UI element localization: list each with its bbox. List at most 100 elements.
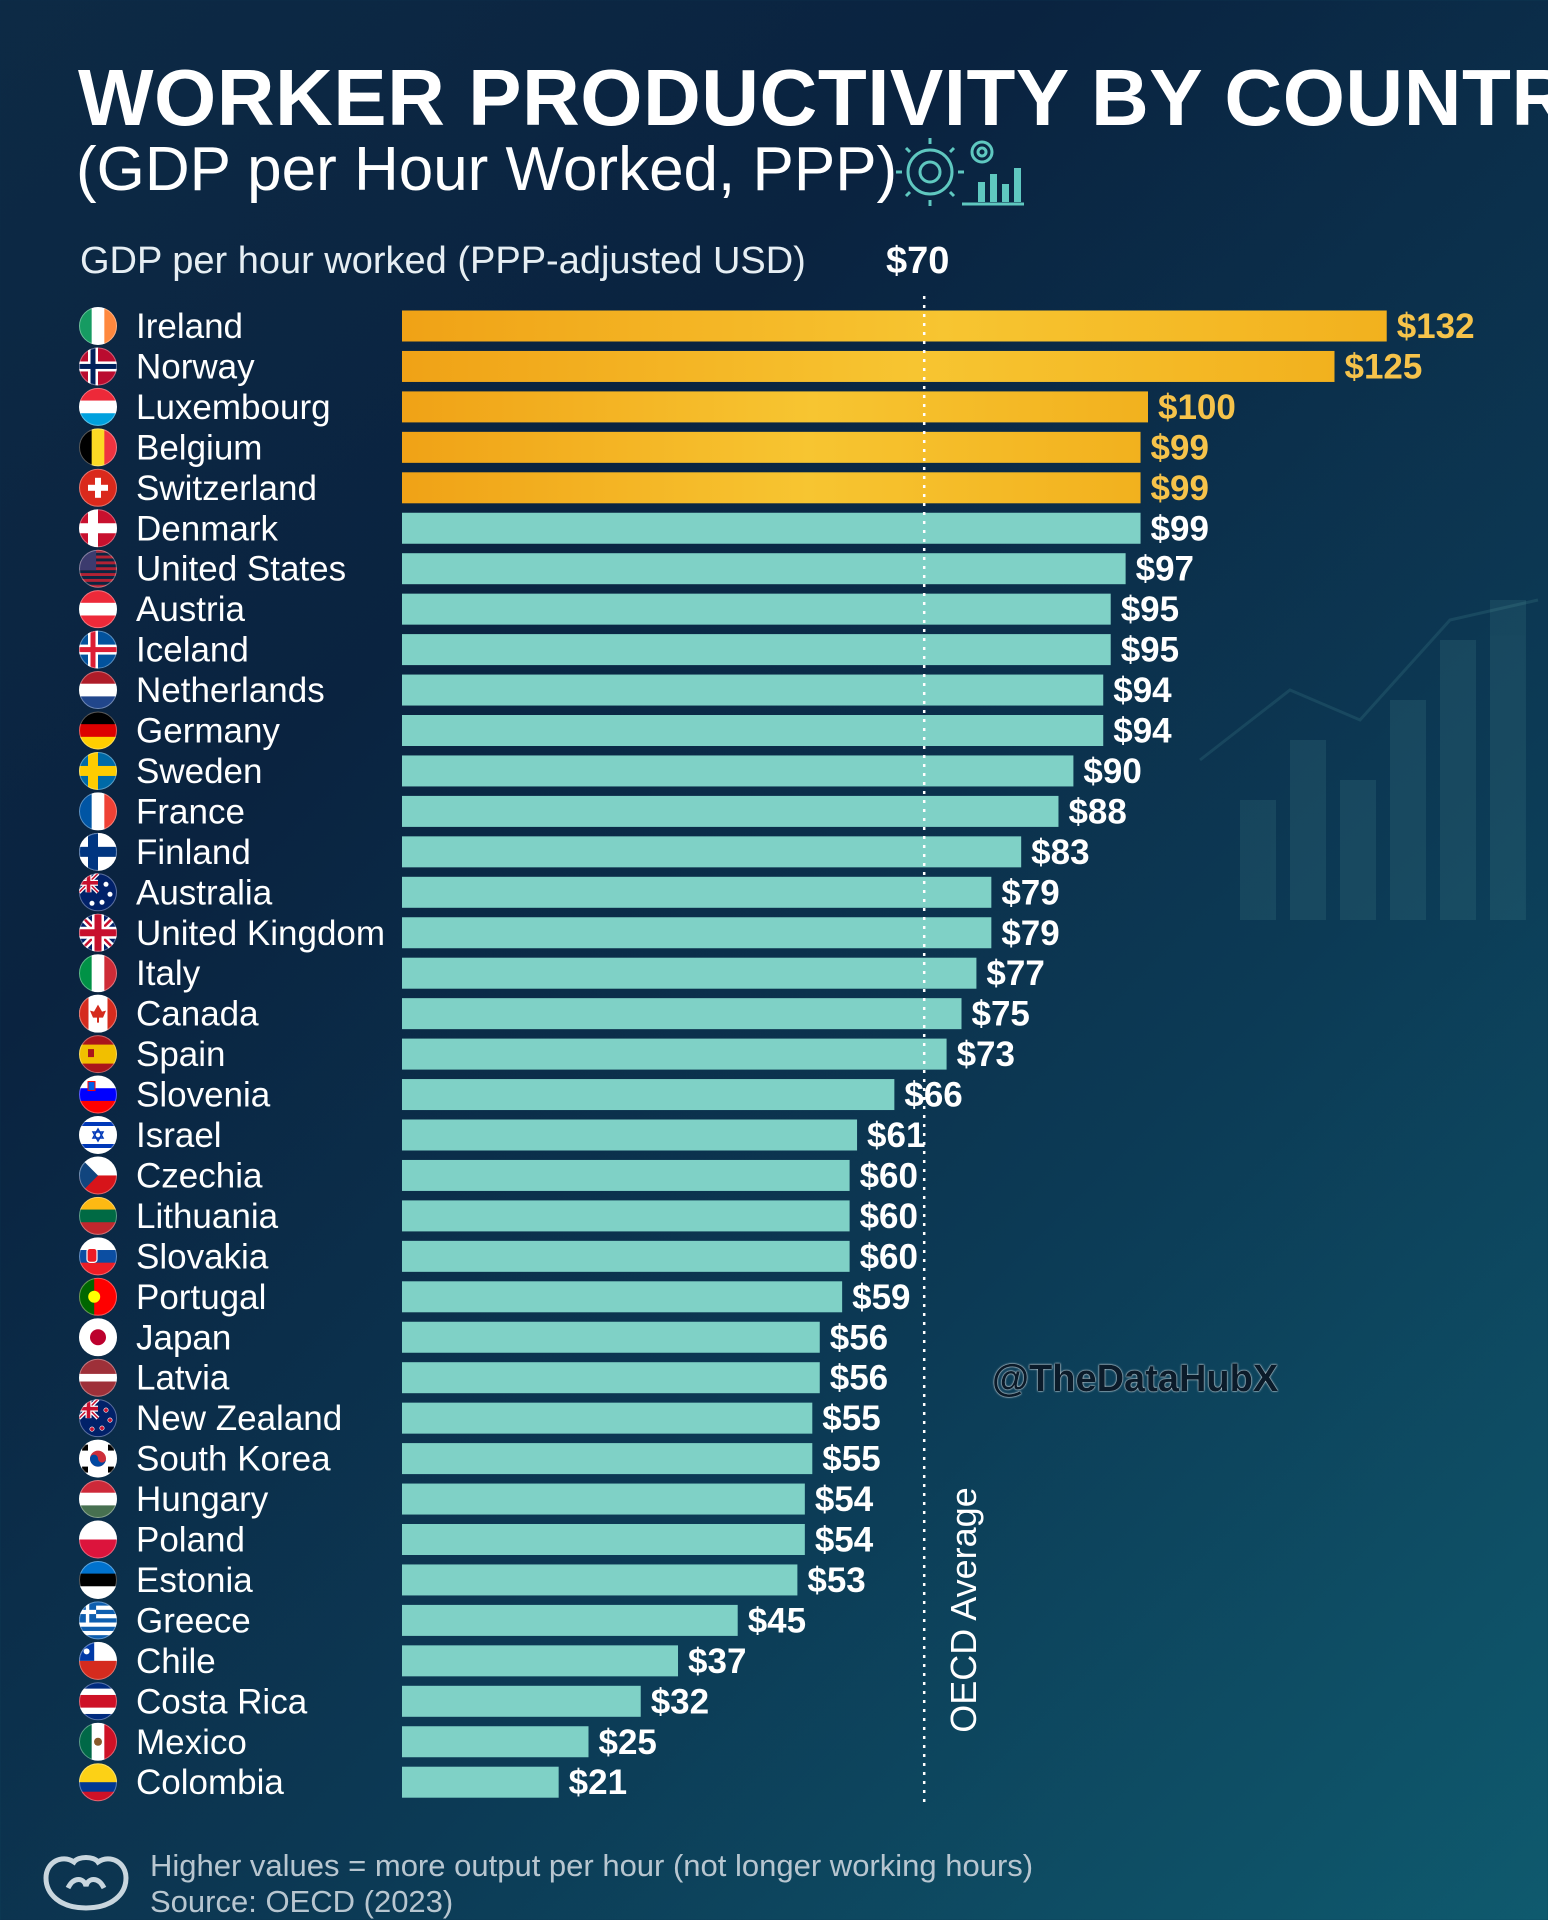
bar-south-korea [402, 1443, 813, 1475]
country-label-ireland: Ireland [136, 307, 243, 346]
bar-canada [402, 998, 962, 1030]
flag-au-icon [79, 873, 117, 912]
flag-gb-icon [79, 913, 117, 952]
bar-new-zealand [402, 1402, 813, 1434]
bar-slovenia [402, 1079, 895, 1111]
country-label-canada: Canada [136, 995, 259, 1034]
bar-colombia [402, 1766, 559, 1798]
country-label-slovakia: Slovakia [136, 1237, 269, 1276]
value-label-denmark: $99 [1151, 509, 1209, 548]
value-label-czechia: $60 [860, 1156, 918, 1195]
flag-ch-icon [79, 468, 117, 507]
country-label-greece: Greece [136, 1601, 251, 1640]
country-label-australia: Australia [136, 873, 273, 912]
flag-fi-icon [79, 832, 117, 871]
flag-hu-icon [79, 1480, 117, 1519]
x-axis-label: GDP per hour worked (PPP-adjusted USD) [80, 240, 806, 282]
value-label-japan: $56 [830, 1318, 888, 1357]
value-label-portugal: $59 [852, 1278, 910, 1317]
value-label-netherlands: $94 [1113, 671, 1172, 710]
value-label-lithuania: $60 [860, 1197, 918, 1236]
flag-dk-icon [79, 509, 117, 548]
flag-sk-icon [79, 1237, 117, 1276]
value-label-united-states: $97 [1136, 550, 1194, 589]
flag-nz-icon [79, 1399, 117, 1438]
bar-iceland [402, 634, 1111, 666]
value-label-finland: $83 [1031, 833, 1089, 872]
country-label-iceland: Iceland [136, 631, 249, 670]
footer-source: Source: OECD (2023) [150, 1884, 454, 1919]
country-label-japan: Japan [136, 1318, 231, 1357]
flag-it-icon [79, 954, 117, 993]
bar-lithuania [402, 1200, 850, 1232]
country-label-luxembourg: Luxembourg [136, 388, 331, 427]
value-label-norway: $125 [1345, 347, 1423, 386]
country-label-estonia: Estonia [136, 1561, 253, 1600]
flag-jp-icon [79, 1318, 117, 1357]
flag-is-icon [79, 630, 117, 669]
value-label-australia: $79 [1001, 873, 1059, 912]
bar-slovakia [402, 1240, 850, 1272]
flag-lv-icon [79, 1358, 117, 1397]
flag-il-icon [79, 1116, 117, 1154]
country-label-sweden: Sweden [136, 752, 262, 791]
bar-spain [402, 1038, 947, 1070]
country-label-lithuania: Lithuania [136, 1197, 279, 1236]
bar-germany [402, 715, 1104, 746]
flag-ee-icon [79, 1560, 117, 1599]
country-label-south-korea: South Korea [136, 1440, 331, 1479]
bar-australia [402, 876, 992, 908]
country-label-austria: Austria [136, 590, 245, 629]
country-label-belgium: Belgium [136, 428, 262, 467]
bar-sweden [402, 755, 1074, 787]
bar-greece [402, 1604, 738, 1636]
value-label-poland: $54 [815, 1521, 874, 1560]
bar-mexico [402, 1726, 589, 1758]
country-label-israel: Israel [136, 1116, 222, 1155]
flag-no-icon [79, 347, 117, 386]
country-label-new-zealand: New Zealand [136, 1399, 342, 1438]
bar-united-kingdom [402, 917, 992, 949]
country-label-portugal: Portugal [136, 1278, 266, 1317]
bar-portugal [402, 1281, 843, 1313]
bar-poland [402, 1524, 805, 1555]
country-label-spain: Spain [136, 1035, 226, 1074]
bar-costa-rica [402, 1685, 641, 1717]
value-label-ireland: $132 [1397, 307, 1475, 346]
bar-belgium [402, 431, 1141, 463]
flag-si-icon [79, 1075, 117, 1114]
country-label-latvia: Latvia [136, 1359, 230, 1398]
bar-japan [402, 1321, 820, 1353]
country-label-finland: Finland [136, 833, 251, 872]
value-label-estonia: $53 [807, 1561, 865, 1600]
country-label-colombia: Colombia [136, 1763, 284, 1802]
chart-subtitle: (GDP per Hour Worked, PPP) [76, 135, 898, 204]
value-label-israel: $61 [867, 1116, 925, 1155]
watermark: @TheDataHubX [992, 1358, 1279, 1400]
country-label-germany: Germany [136, 712, 280, 751]
country-label-mexico: Mexico [136, 1723, 247, 1762]
value-label-united-kingdom: $79 [1001, 914, 1059, 953]
value-label-iceland: $95 [1121, 631, 1179, 670]
value-label-south-korea: $55 [822, 1440, 880, 1479]
flag-nl-icon [79, 671, 117, 710]
value-label-belgium: $99 [1151, 428, 1209, 467]
country-label-united-states: United States [136, 550, 346, 589]
value-label-hungary: $54 [815, 1480, 874, 1519]
flag-ie-icon [79, 307, 117, 345]
bar-ireland [402, 310, 1387, 342]
value-label-slovakia: $60 [860, 1237, 918, 1276]
country-label-norway: Norway [136, 347, 255, 386]
bar-luxembourg [402, 391, 1148, 423]
bar-united-states [402, 553, 1126, 585]
bar-israel [402, 1119, 858, 1151]
flag-es-icon [79, 1035, 117, 1074]
value-label-colombia: $21 [569, 1763, 627, 1802]
country-label-poland: Poland [136, 1521, 245, 1560]
value-label-luxembourg: $100 [1158, 388, 1236, 427]
bar-netherlands [402, 674, 1104, 706]
value-label-italy: $77 [986, 954, 1044, 993]
flag-pl-icon [79, 1520, 117, 1559]
